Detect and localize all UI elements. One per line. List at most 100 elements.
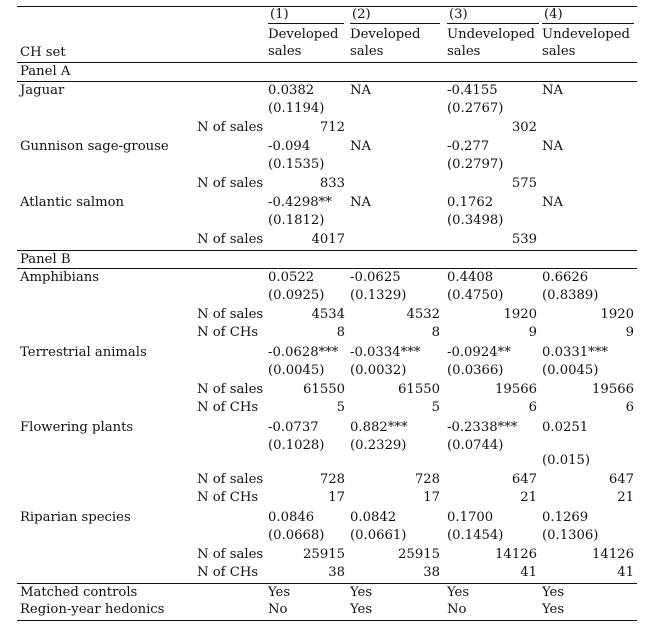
coefficient: 0.6626 bbox=[542, 270, 589, 285]
standard-error: (0.2329) bbox=[350, 438, 407, 453]
region-year-hedonics-value: Yes bbox=[350, 602, 373, 617]
header-rule bbox=[17, 62, 637, 63]
standard-error: (0.1194) bbox=[268, 101, 325, 116]
n-of-sales-value: 61550 bbox=[398, 382, 440, 397]
n-of-sales-label: N of sales bbox=[197, 176, 264, 191]
top-rule bbox=[17, 6, 637, 7]
ch-set-name: Atlantic salmon bbox=[20, 195, 125, 210]
coefficient: NA bbox=[542, 139, 564, 154]
coefficient: 0.1269 bbox=[542, 510, 589, 525]
standard-error: (0.0744) bbox=[447, 438, 504, 453]
coefficient: NA bbox=[350, 83, 372, 98]
matched-controls-label: Matched controls bbox=[20, 585, 138, 600]
n-of-sales-label: N of sales bbox=[197, 547, 264, 562]
standard-error: (0.0366) bbox=[447, 363, 504, 378]
n-of-sales-value: 14126 bbox=[495, 547, 537, 562]
n-of-sales-value: 25915 bbox=[398, 547, 440, 562]
panel-b-end-rule bbox=[17, 583, 637, 584]
coefficient: 0.0382 bbox=[268, 83, 315, 98]
column-header-line1: Undeveloped bbox=[542, 27, 630, 42]
n-of-sales-value: 19566 bbox=[592, 382, 634, 397]
n-of-sales-value: 712 bbox=[319, 120, 345, 135]
n-of-sales-label: N of sales bbox=[197, 472, 264, 487]
column-number-underline bbox=[350, 23, 440, 24]
coefficient: 0.0846 bbox=[268, 510, 315, 525]
bottom-rule bbox=[17, 620, 637, 621]
panel-a-end-rule bbox=[17, 250, 637, 251]
column-header-line1: Undeveloped bbox=[447, 27, 535, 42]
coefficient: 0.0251 bbox=[542, 420, 589, 435]
region-year-hedonics-value: No bbox=[268, 602, 288, 617]
column-number-underline bbox=[268, 23, 344, 24]
n-of-chs-value: 5 bbox=[336, 400, 345, 415]
standard-error: (0.1306) bbox=[542, 528, 599, 543]
standard-error: (0.4750) bbox=[447, 288, 504, 303]
column-header-line2: sales bbox=[350, 44, 384, 59]
n-of-sales-label: N of sales bbox=[197, 232, 264, 247]
column-number: (1) bbox=[270, 7, 289, 22]
n-of-sales-value: 539 bbox=[511, 232, 537, 247]
region-year-hedonics-label: Region-year hedonics bbox=[20, 602, 165, 617]
ch-set-name: Flowering plants bbox=[20, 420, 134, 435]
standard-error: (0.0668) bbox=[268, 528, 325, 543]
ch-set-name: Jaguar bbox=[20, 83, 65, 98]
coefficient: -0.0334*** bbox=[350, 345, 421, 360]
n-of-sales-value: 1920 bbox=[503, 307, 537, 322]
coefficient: -0.2338*** bbox=[447, 420, 518, 435]
standard-error: (0.0045) bbox=[268, 363, 325, 378]
ch-set-name: Gunnison sage-grouse bbox=[20, 139, 169, 154]
coefficient: 0.0522 bbox=[268, 270, 315, 285]
standard-error: (0.1812) bbox=[268, 213, 325, 228]
n-of-chs-value: 9 bbox=[528, 325, 537, 340]
column-number: (3) bbox=[449, 7, 468, 22]
standard-error: (0.0045) bbox=[542, 363, 599, 378]
n-of-sales-value: 647 bbox=[511, 472, 537, 487]
coefficient: -0.0737 bbox=[268, 420, 319, 435]
matched-controls-value: Yes bbox=[350, 585, 373, 600]
coefficient: -0.0924** bbox=[447, 345, 511, 360]
n-of-sales-label: N of sales bbox=[197, 382, 264, 397]
column-header-line2: sales bbox=[268, 44, 302, 59]
standard-error: (0.2797) bbox=[447, 157, 504, 172]
standard-error: (0.0661) bbox=[350, 528, 407, 543]
n-of-chs-value: 17 bbox=[328, 490, 345, 505]
column-number-underline bbox=[447, 23, 539, 24]
column-header-line1: Developed bbox=[350, 27, 421, 42]
matched-controls-value: Yes bbox=[268, 585, 291, 600]
column-header-line1: Developed bbox=[268, 27, 339, 42]
standard-error: (0.3498) bbox=[447, 213, 504, 228]
coefficient: -0.0625 bbox=[350, 270, 401, 285]
n-of-chs-label: N of CHs bbox=[197, 400, 259, 415]
n-of-sales-value: 4534 bbox=[311, 307, 345, 322]
n-of-chs-value: 38 bbox=[423, 565, 440, 580]
standard-error: (0.1329) bbox=[350, 288, 407, 303]
coefficient: NA bbox=[542, 195, 564, 210]
ch-set-name: Riparian species bbox=[20, 510, 131, 525]
region-year-hedonics-value: No bbox=[447, 602, 467, 617]
coefficient: -0.277 bbox=[447, 139, 490, 154]
panel-b-title: Panel B bbox=[20, 252, 71, 267]
matched-controls-value: Yes bbox=[447, 585, 470, 600]
standard-error: (0.8389) bbox=[542, 288, 599, 303]
n-of-chs-label: N of CHs bbox=[197, 325, 259, 340]
column-header-line2: sales bbox=[542, 44, 576, 59]
n-of-sales-value: 728 bbox=[414, 472, 440, 487]
region-year-hedonics-value: Yes bbox=[542, 602, 565, 617]
standard-error: (0.1028) bbox=[268, 438, 325, 453]
ch-set-header: CH set bbox=[20, 45, 66, 60]
panel-b-rule bbox=[17, 268, 637, 269]
panel-a-title: Panel A bbox=[20, 64, 71, 79]
standard-error: (0.0925) bbox=[268, 288, 325, 303]
standard-error: (0.015) bbox=[542, 453, 591, 468]
n-of-chs-value: 8 bbox=[336, 325, 345, 340]
n-of-sales-value: 728 bbox=[319, 472, 345, 487]
coefficient: 0.0842 bbox=[350, 510, 397, 525]
coefficient: 0.4408 bbox=[447, 270, 494, 285]
standard-error: (0.1535) bbox=[268, 157, 325, 172]
n-of-sales-value: 647 bbox=[608, 472, 634, 487]
coefficient: NA bbox=[542, 83, 564, 98]
n-of-sales-value: 61550 bbox=[303, 382, 345, 397]
coefficient: -0.094 bbox=[268, 139, 311, 154]
column-number: (2) bbox=[352, 7, 371, 22]
n-of-sales-value: 4532 bbox=[406, 307, 440, 322]
